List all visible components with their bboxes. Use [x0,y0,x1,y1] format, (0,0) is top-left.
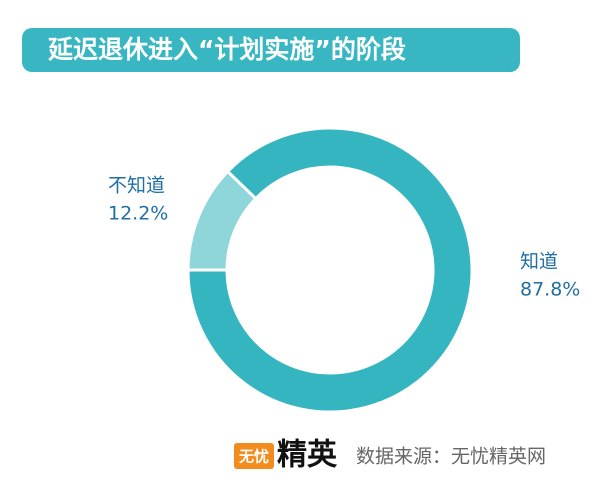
donut [186,126,474,414]
value-label: 12.2% [108,203,168,225]
source-note: 数据来源：无忧精英网 [356,446,546,468]
slice [186,126,474,414]
logo-text: 无忧 [238,448,269,466]
value-label: 87.8% [520,279,580,301]
logo-box [234,443,274,469]
title-banner [22,28,520,72]
slice-label: 不知道 [108,175,165,197]
chart-title: 延迟退休进入“计划实施”的阶段 [47,35,406,64]
logo-text: 精英 [277,438,338,473]
slice-label: 知道 [520,251,558,273]
